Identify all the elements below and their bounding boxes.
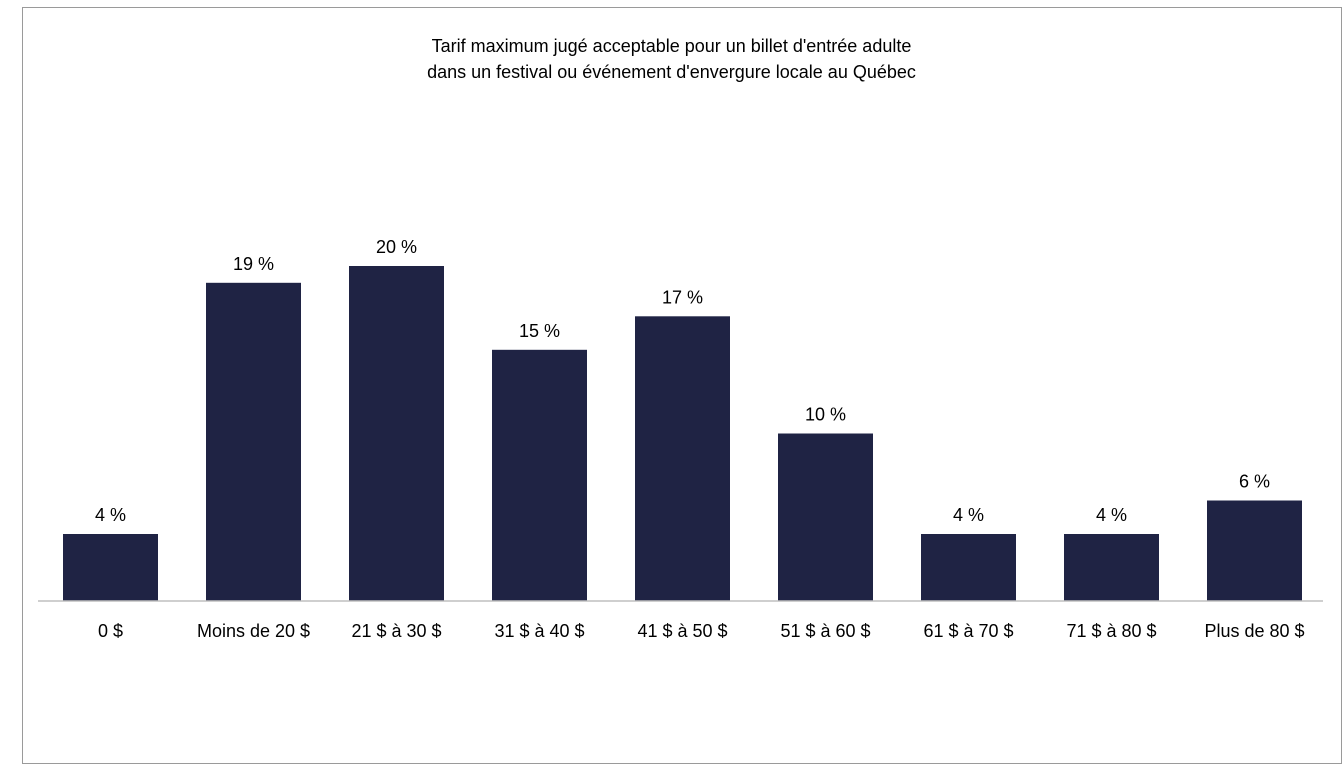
category-label-8: Plus de 80 $ <box>1204 621 1304 641</box>
chart-title-line-2: dans un festival ou événement d'envergur… <box>427 62 916 82</box>
category-label-1: Moins de 20 $ <box>197 621 310 641</box>
data-label-4: 17 % <box>662 287 703 307</box>
data-labels-layer: 4 % 19 % 20 % 15 % 17 % 10 % 4 % 4 % 6 % <box>95 237 1270 525</box>
data-label-5: 10 % <box>805 405 846 425</box>
data-label-3: 15 % <box>519 321 560 341</box>
category-label-5: 51 $ à 60 $ <box>780 621 870 641</box>
category-label-6: 61 $ à 70 $ <box>923 621 1013 641</box>
data-label-2: 20 % <box>376 237 417 257</box>
data-label-8: 6 % <box>1239 472 1270 492</box>
category-labels-layer: 0 $ Moins de 20 $ 21 $ à 30 $ 31 $ à 40 $ 41… <box>98 621 1305 641</box>
bar-7 <box>1064 534 1159 601</box>
bar-4 <box>635 316 730 602</box>
bar-5 <box>778 433 873 601</box>
bar-3 <box>492 349 587 602</box>
bar-6 <box>921 534 1016 601</box>
bar-1 <box>206 282 301 602</box>
data-label-0: 4 % <box>95 505 126 525</box>
data-label-7: 4 % <box>1096 505 1127 525</box>
chart-title-line-1: Tarif maximum jugé acceptable pour un bi… <box>431 36 912 56</box>
data-label-1: 19 % <box>233 254 274 274</box>
category-label-7: 71 $ à 80 $ <box>1066 621 1156 641</box>
bar-2 <box>349 266 444 601</box>
category-label-3: 31 $ à 40 $ <box>494 621 584 641</box>
data-label-6: 4 % <box>953 505 984 525</box>
bar-0 <box>63 534 158 601</box>
bars-layer <box>63 266 1302 602</box>
category-label-0: 0 $ <box>98 621 123 641</box>
category-label-2: 21 $ à 30 $ <box>351 621 441 641</box>
category-label-4: 41 $ à 50 $ <box>637 621 727 641</box>
bar-8 <box>1207 500 1302 601</box>
